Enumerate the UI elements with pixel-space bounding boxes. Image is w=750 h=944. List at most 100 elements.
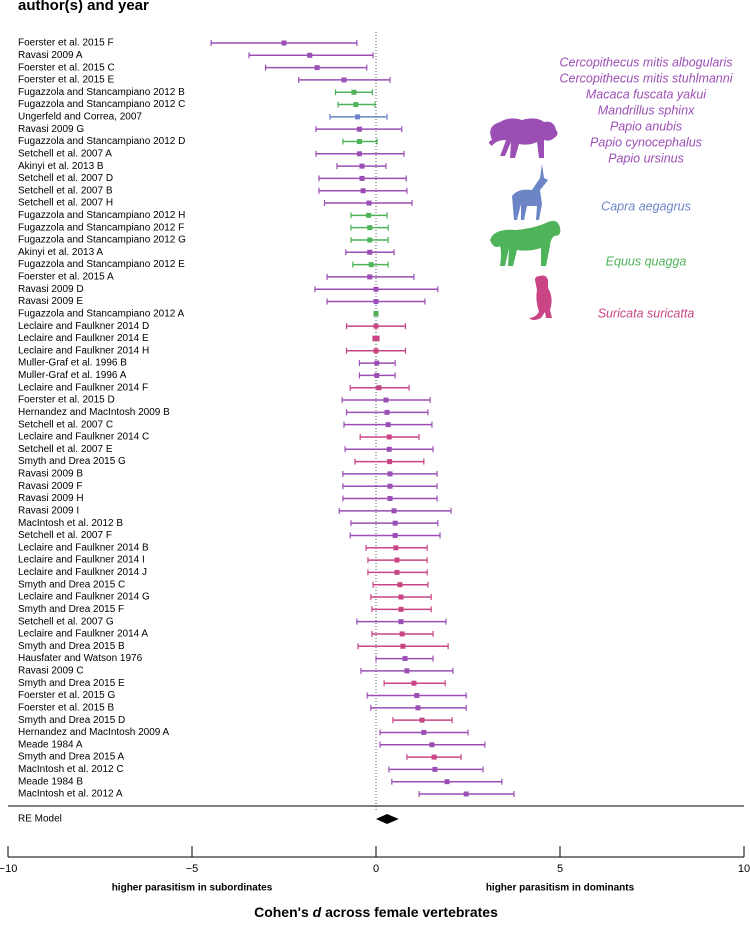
study-label: Leclaire and Faulkner 2014 D bbox=[18, 321, 149, 332]
study-label: Ravasi 2009 G bbox=[18, 124, 84, 135]
point bbox=[393, 545, 399, 551]
x-tick-label: 5 bbox=[557, 863, 563, 875]
study-label: Fugazzola and Stancampiano 2012 H bbox=[18, 210, 185, 221]
study-label: Setchell et al. 2007 C bbox=[18, 419, 113, 430]
point bbox=[386, 446, 392, 452]
study-label: Fugazzola and Stancampiano 2012 D bbox=[18, 136, 185, 147]
point bbox=[391, 508, 397, 514]
x-axis-label-part: Cohen's bbox=[254, 904, 313, 920]
study-label: Leclaire and Faulkner 2014 G bbox=[18, 592, 150, 603]
point bbox=[383, 397, 389, 403]
study-label: Foerster et al. 2015 F bbox=[18, 38, 114, 49]
legend-entry: Macaca fuscata yakui bbox=[586, 87, 707, 101]
point bbox=[373, 299, 379, 305]
legend-entry: Papio ursinus bbox=[608, 151, 684, 165]
legend-entry: Papio anubis bbox=[610, 119, 682, 133]
study-label: Smyth and Drea 2015 E bbox=[18, 678, 125, 689]
point bbox=[356, 138, 362, 144]
point bbox=[384, 409, 390, 415]
study-label: Leclaire and Faulkner 2014 I bbox=[18, 555, 145, 566]
point bbox=[431, 754, 437, 760]
legend-entry: Papio cynocephalus bbox=[590, 135, 702, 149]
primate-icon bbox=[489, 118, 558, 158]
point bbox=[356, 126, 362, 132]
goat-icon bbox=[512, 164, 548, 220]
study-label: Leclaire and Faulkner 2014 E bbox=[18, 333, 149, 344]
point bbox=[341, 77, 347, 83]
chart-title: author(s) and year bbox=[18, 0, 149, 14]
point bbox=[429, 742, 435, 748]
point bbox=[397, 582, 403, 588]
legend-entry: Cercopithecus mitis stuhlmanni bbox=[560, 71, 734, 85]
study-label: Hernandez and MacIntosh 2009 A bbox=[18, 727, 170, 738]
study-label: Ravasi 2009 H bbox=[18, 493, 84, 504]
point bbox=[366, 200, 372, 206]
study-label: Smyth and Drea 2015 C bbox=[18, 579, 125, 590]
legend-entry: Cercopithecus mitis albogularis bbox=[560, 55, 733, 69]
x-axis-label: Cohen's d across female vertebrates bbox=[254, 904, 498, 920]
point bbox=[400, 643, 406, 649]
point bbox=[385, 422, 391, 428]
study-label: Ravasi 2009 B bbox=[18, 469, 83, 480]
silhouettes bbox=[489, 118, 561, 320]
study-label: Ungerfeld and Correa, 2007 bbox=[18, 112, 142, 123]
study-label: Meade 1984 A bbox=[18, 739, 83, 750]
left-note: higher parasitism in subordinates bbox=[112, 883, 273, 894]
point bbox=[367, 274, 373, 280]
study-label: Leclaire and Faulkner 2014 A bbox=[18, 629, 148, 640]
point bbox=[373, 335, 379, 341]
legend-entry: Mandrillus sphinx bbox=[598, 103, 695, 117]
study-label: Fugazzola and Stancampiano 2012 A bbox=[18, 308, 185, 319]
point bbox=[392, 532, 398, 538]
point bbox=[360, 188, 366, 194]
x-axis-label-part: across female vertebrates bbox=[321, 904, 498, 920]
point bbox=[398, 606, 404, 612]
point bbox=[368, 262, 374, 268]
study-label: Ravasi 2009 E bbox=[18, 296, 83, 307]
point bbox=[387, 471, 393, 477]
point bbox=[402, 656, 408, 662]
point bbox=[432, 766, 438, 772]
study-label: Smyth and Drea 2015 B bbox=[18, 641, 125, 652]
study-label: Ravasi 2009 A bbox=[18, 50, 83, 61]
point bbox=[367, 225, 373, 231]
point bbox=[387, 459, 393, 465]
study-label: Setchell et al. 2007 G bbox=[18, 616, 114, 627]
point bbox=[367, 237, 373, 243]
point bbox=[376, 385, 382, 391]
point bbox=[373, 286, 379, 292]
point bbox=[355, 114, 361, 120]
summary-diamond bbox=[376, 814, 399, 824]
legend-entry: Capra aegagrus bbox=[601, 199, 691, 213]
point bbox=[366, 212, 372, 218]
study-label: Akinyi et al. 2013 A bbox=[18, 247, 103, 258]
legend-entry: Equus quagga bbox=[606, 254, 687, 268]
study-label: Fugazzola and Stancampiano 2012 G bbox=[18, 235, 186, 246]
point bbox=[444, 779, 450, 785]
study-label: Muller-Graf et al. 1996 A bbox=[18, 370, 127, 381]
point bbox=[398, 619, 404, 625]
point bbox=[404, 668, 410, 674]
x-tick-label: −10 bbox=[0, 863, 17, 875]
study-label: Setchell et al. 2007 H bbox=[18, 198, 113, 209]
study-label: Setchell et al. 2007 B bbox=[18, 185, 113, 196]
study-label: Foerster et al. 2015 E bbox=[18, 75, 114, 86]
study-label: Setchell et al. 2007 D bbox=[18, 173, 113, 184]
study-label: Hernandez and MacIntosh 2009 B bbox=[18, 407, 170, 418]
point bbox=[415, 705, 421, 711]
point bbox=[387, 496, 393, 502]
study-label: Setchell et al. 2007 A bbox=[18, 148, 112, 159]
study-label: Fugazzola and Stancampiano 2012 E bbox=[18, 259, 185, 270]
point bbox=[373, 323, 379, 329]
study-label: Leclaire and Faulkner 2014 H bbox=[18, 345, 149, 356]
study-label: MacIntosh et al. 2012 C bbox=[18, 764, 124, 775]
point bbox=[374, 360, 380, 366]
study-label: Fugazzola and Stancampiano 2012 C bbox=[18, 99, 185, 110]
study-label: Foerster et al. 2015 C bbox=[18, 62, 115, 73]
study-label: Ravasi 2009 I bbox=[18, 505, 79, 516]
point bbox=[374, 372, 380, 378]
point bbox=[394, 569, 400, 575]
study-label: MacIntosh et al. 2012 B bbox=[18, 518, 123, 529]
study-label: Ravasi 2009 D bbox=[18, 284, 84, 295]
